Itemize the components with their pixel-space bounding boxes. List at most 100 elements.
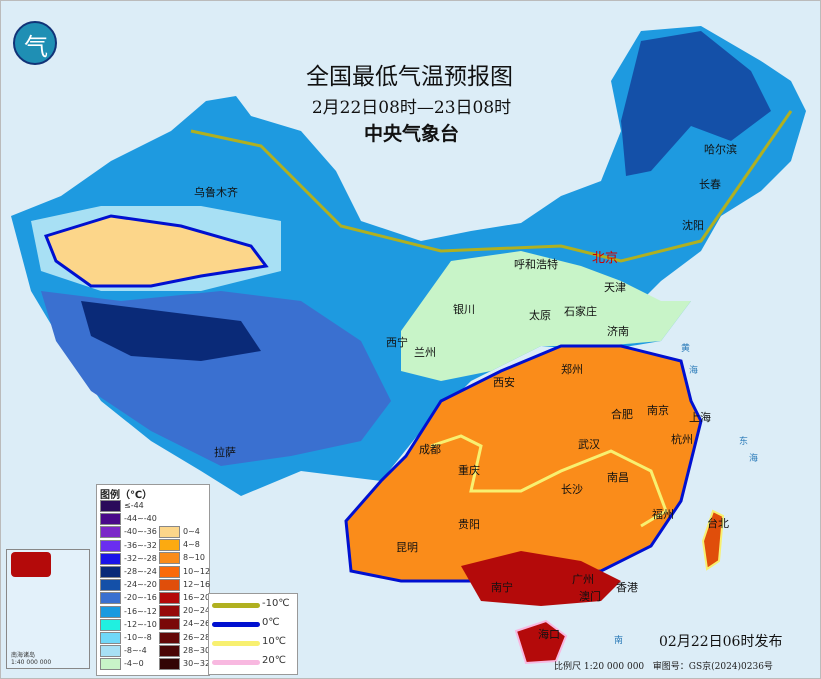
- legend-swatch: [100, 592, 121, 605]
- legend-swatch: [100, 658, 121, 671]
- legend-swatch: [100, 526, 121, 539]
- sea-label: 东: [739, 437, 749, 447]
- city-label: 石家庄: [564, 305, 597, 318]
- legend-swatch: [159, 592, 180, 604]
- tarim-core: [44, 214, 269, 288]
- legend-swatch: [159, 526, 180, 538]
- legend-swatch: [100, 579, 121, 592]
- city-label: 台北: [707, 517, 729, 530]
- legend-label: -24~-20: [124, 580, 157, 590]
- legend-swatch: [159, 552, 180, 565]
- legend-swatch: [159, 658, 180, 670]
- northeast-deep-cold: [621, 31, 771, 176]
- city-label: 福州: [652, 508, 674, 521]
- city-label: 长沙: [561, 483, 583, 496]
- legend-label: 8~10: [183, 553, 205, 563]
- legend-label: 10~12: [183, 566, 211, 576]
- city-label: 广州: [572, 573, 594, 586]
- city-label: 哈尔滨: [704, 143, 737, 156]
- isoline-label: -10℃: [262, 598, 290, 609]
- legend-swatch: [100, 513, 121, 526]
- forecast-period: 2月22日08时—23日08时: [311, 98, 512, 118]
- city-label: 澳门: [579, 590, 601, 603]
- city-label: 南昌: [607, 471, 629, 484]
- legend-label: -40~-36: [124, 527, 157, 537]
- city-label: 拉萨: [214, 446, 236, 459]
- taiwan-island: [701, 509, 725, 571]
- city-label: 长春: [699, 178, 721, 191]
- legend-label: -4~0: [124, 659, 144, 669]
- inset-land: [11, 552, 51, 577]
- south-coast-hot: [461, 551, 621, 606]
- inset-caption: 南海诸岛 1:40 000 000: [11, 652, 52, 666]
- legend-label: -12~-10: [124, 619, 157, 629]
- legend-label: -28~-24: [124, 567, 157, 576]
- footer: 比例尺 1:20 000 000 审图号：GS京(2024)0236号: [554, 662, 773, 672]
- isoline-minus10c: [190, 110, 793, 263]
- city-label: 贵阳: [458, 518, 480, 531]
- sea-label: 黄: [681, 344, 691, 354]
- tibet-deep-cold: [81, 301, 261, 361]
- legend-label: 16~20: [183, 593, 211, 602]
- city-label: 杭州: [671, 433, 693, 446]
- legend-swatch: [159, 644, 180, 657]
- hainan-island: [514, 619, 568, 665]
- city-label: 南京: [647, 404, 669, 417]
- legend-title: 图例（℃）: [100, 490, 153, 501]
- legend-label: 20~24: [183, 606, 211, 616]
- legend-swatch: [159, 578, 180, 591]
- issue-time: 02月22日06时发布: [659, 634, 783, 650]
- city-label: 昆明: [396, 541, 418, 554]
- legend-swatch: [159, 618, 180, 631]
- legend-swatch: [100, 500, 121, 512]
- isoline-swatch: [212, 641, 260, 646]
- city-label: 西安: [493, 376, 515, 389]
- city-label: 银川: [453, 303, 475, 316]
- legend-swatch: [159, 539, 180, 552]
- city-label: 武汉: [578, 438, 600, 451]
- south-china-warm: [344, 344, 703, 583]
- city-label: 上海: [689, 411, 711, 424]
- isoline-10c: [430, 434, 668, 528]
- legend-label: -8~-4: [124, 646, 147, 656]
- sea-label: 海: [689, 366, 699, 376]
- legend-swatch: [159, 565, 180, 578]
- city-label: 济南: [607, 325, 629, 338]
- city-label: 天津: [604, 281, 626, 294]
- legend-label: -20~-16: [124, 593, 157, 603]
- city-label: 南宁: [491, 581, 513, 594]
- legend-label: -44~-40: [124, 514, 157, 524]
- legend-label: 24~26: [183, 619, 211, 629]
- legend-label: -32~-28: [124, 553, 157, 563]
- legend-label: -36~-32: [124, 540, 157, 550]
- city-label: 北京: [592, 251, 619, 266]
- isoline-swatch: [212, 622, 260, 627]
- city-label: 西宁: [386, 336, 408, 349]
- legend-label: -10~-8: [124, 633, 152, 642]
- legend-label: 0~4: [183, 527, 200, 536]
- cma-logo: 气: [13, 21, 57, 65]
- city-label: 郑州: [561, 363, 583, 376]
- city-label: 呼和浩特: [514, 258, 558, 271]
- city-label: 兰州: [414, 346, 436, 359]
- isoline-legend: -10℃ 0℃ 10℃ 20℃: [208, 593, 298, 675]
- legend-swatch: [100, 632, 121, 644]
- city-label: 成都: [419, 443, 441, 456]
- city-label: 香港: [616, 581, 638, 594]
- north-plain-mild: [401, 251, 691, 381]
- city-label: 沈阳: [682, 219, 704, 232]
- city-label: 乌鲁木齐: [194, 186, 238, 199]
- legend-label: ≤-44: [124, 501, 144, 510]
- legend-label: -16~-12: [124, 606, 157, 616]
- isoline-label: 20℃: [262, 655, 286, 666]
- legend-label: 28~30: [183, 645, 211, 655]
- legend-swatch: [100, 566, 121, 578]
- issuer: 中央气象台: [363, 123, 459, 145]
- city-label: 海口: [538, 628, 560, 641]
- isoline-label: 10℃: [262, 636, 286, 647]
- city-label: 太原: [529, 309, 551, 322]
- legend-swatch: [100, 605, 121, 618]
- sea-label: 海: [749, 454, 759, 464]
- legend-label: 30~32: [183, 659, 211, 668]
